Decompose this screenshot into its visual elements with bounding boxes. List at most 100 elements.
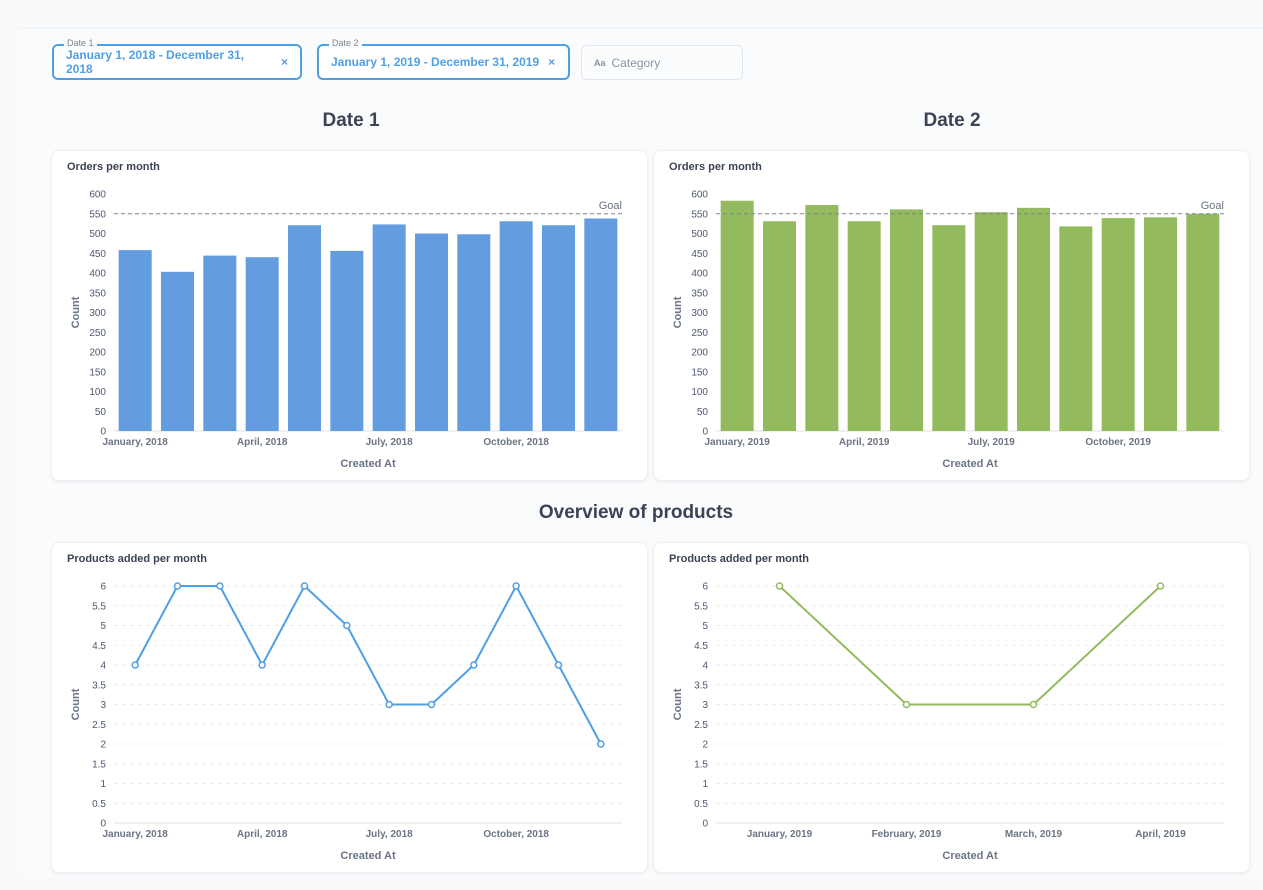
bar — [1101, 218, 1135, 431]
y-tick-label: 3.5 — [694, 680, 708, 691]
data-point — [597, 740, 605, 748]
y-tick-label: 2 — [702, 740, 708, 751]
date2-heading: Date 2 — [923, 110, 981, 131]
y-tick-label: 500 — [691, 229, 708, 240]
bar — [372, 224, 406, 431]
y-tick-label: 150 — [691, 367, 708, 378]
close-icon[interactable]: × — [548, 55, 556, 69]
x-tick-label: January, 2018 — [102, 437, 168, 448]
orders-2019-chart: 0 50 100 150 200 250 300 350 400 450 500 550 600 Goal… — [672, 190, 1224, 470]
y-tick-label: 550 — [89, 209, 106, 220]
y-tick-label: 550 — [691, 209, 708, 220]
y-tick-label: 200 — [691, 348, 708, 359]
y-tick-label: 2.5 — [92, 720, 106, 731]
date2-filter[interactable]: Date 2 January 1, 2019 - December 31, 20… — [317, 38, 570, 80]
bar — [1186, 213, 1220, 431]
text-type-icon: Aa — [594, 57, 606, 68]
y-tick-label: 450 — [691, 249, 708, 260]
y-tick-label: 4.5 — [694, 641, 708, 652]
bar — [847, 221, 881, 431]
data-point — [554, 661, 563, 669]
y-tick-label: 4 — [100, 661, 106, 672]
bar — [541, 225, 576, 431]
y-tick-label: 500 — [89, 229, 106, 240]
data-point — [1029, 700, 1038, 709]
bar — [974, 212, 1008, 431]
overview-heading: Overview of products — [538, 502, 734, 523]
date2-filter-label: Date 2 — [329, 38, 362, 48]
y-tick-label: 250 — [89, 328, 106, 339]
bar — [499, 221, 533, 431]
y-tick-label: 400 — [691, 269, 708, 280]
bar — [160, 271, 195, 431]
date1-filter-value: January 1, 2018 - December 31, 2018 — [66, 48, 245, 76]
y-tick-label: 5.5 — [92, 601, 106, 612]
bar — [414, 233, 449, 431]
bar — [330, 250, 364, 431]
y-tick-label: 2 — [100, 740, 106, 751]
products-2018-card[interactable]: Products added per month 0 0.5 1 1.5 2 2.5 3 3.… — [51, 542, 648, 873]
bar — [245, 257, 279, 431]
data-point — [131, 661, 139, 669]
data-point — [902, 700, 911, 709]
x-tick-label: April, 2019 — [839, 437, 890, 448]
close-icon[interactable]: × — [280, 55, 288, 69]
y-tick-label: 3.5 — [92, 680, 106, 691]
data-point — [1156, 582, 1165, 590]
y-tick-label: 1 — [702, 779, 708, 790]
y-tick-label: 300 — [691, 308, 708, 319]
x-axis-label: Created At — [340, 850, 396, 862]
x-tick-label: July, 2019 — [968, 437, 1016, 448]
y-tick-label: 1 — [100, 779, 106, 790]
y-tick-label: 1.5 — [92, 759, 106, 770]
x-tick-label: July, 2018 — [366, 829, 414, 840]
y-tick-label: 250 — [691, 328, 708, 339]
y-tick-label: 400 — [89, 269, 106, 280]
series-line — [778, 585, 1162, 706]
y-tick-label: 5 — [702, 621, 708, 632]
x-tick-label: July, 2018 — [366, 437, 414, 448]
x-tick-label: October, 2018 — [483, 437, 549, 448]
orders-2019-card[interactable]: Orders per month 0 50 100 150 200 250 300 350 40… — [653, 150, 1250, 481]
y-tick-label: 350 — [89, 288, 106, 299]
data-point — [343, 621, 351, 630]
y-tick-label: 0.5 — [92, 799, 106, 810]
y-tick-label: 600 — [691, 190, 708, 201]
products-2019-card[interactable]: Products added per month 0 0.5 1 1.5 2 2.5 3 3.… — [653, 542, 1250, 873]
card-title: Products added per month — [67, 553, 207, 565]
date2-filter-value: January 1, 2019 - December 31, 2019 — [331, 55, 540, 69]
x-axis-label: Created At — [942, 458, 998, 470]
x-tick-label: January, 2019 — [747, 829, 813, 840]
y-axis-label: Count — [70, 688, 82, 720]
x-tick-label: October, 2018 — [483, 829, 549, 840]
date1-filter[interactable]: Date 1 January 1, 2018 - December 31, 20… — [52, 38, 302, 80]
y-tick-label: 350 — [691, 288, 708, 299]
y-tick-label: 4.5 — [92, 641, 106, 652]
y-tick-label: 0 — [702, 819, 708, 830]
y-tick-label: 50 — [95, 407, 107, 418]
x-tick-label: March, 2019 — [1005, 829, 1063, 840]
orders-2018-card[interactable]: Orders per month 0 50 100 150 200 250 300 350 40… — [51, 150, 648, 481]
products-2018-chart: 0 0.5 1 1.5 2 2.5 3 3.5 4 4.5 5 5.5 6 January, 2018 Ap… — [70, 582, 622, 862]
series-line — [134, 583, 602, 745]
data-point — [512, 582, 520, 590]
y-tick-label: 5 — [100, 621, 106, 632]
y-tick-label: 50 — [697, 407, 709, 418]
y-tick-label: 5.5 — [694, 601, 708, 612]
data-point — [300, 582, 309, 590]
y-tick-label: 100 — [89, 387, 106, 398]
dashboard-canvas: Date 1 January 1, 2018 - December 31, 20… — [18, 28, 1263, 878]
y-tick-label: 4 — [702, 661, 708, 672]
x-axis-label: Created At — [942, 850, 998, 862]
card-title: Orders per month — [669, 161, 762, 173]
x-tick-label: April, 2018 — [237, 437, 288, 448]
y-tick-label: 450 — [89, 249, 106, 260]
x-tick-label: April, 2018 — [237, 829, 288, 840]
card-title: Products added per month — [669, 553, 809, 565]
data-point — [427, 700, 436, 709]
x-axis-label: Created At — [340, 458, 396, 470]
category-filter[interactable]: Aa Category — [581, 45, 743, 80]
bar — [932, 225, 966, 431]
bar — [118, 250, 152, 431]
y-tick-label: 3 — [702, 700, 708, 711]
